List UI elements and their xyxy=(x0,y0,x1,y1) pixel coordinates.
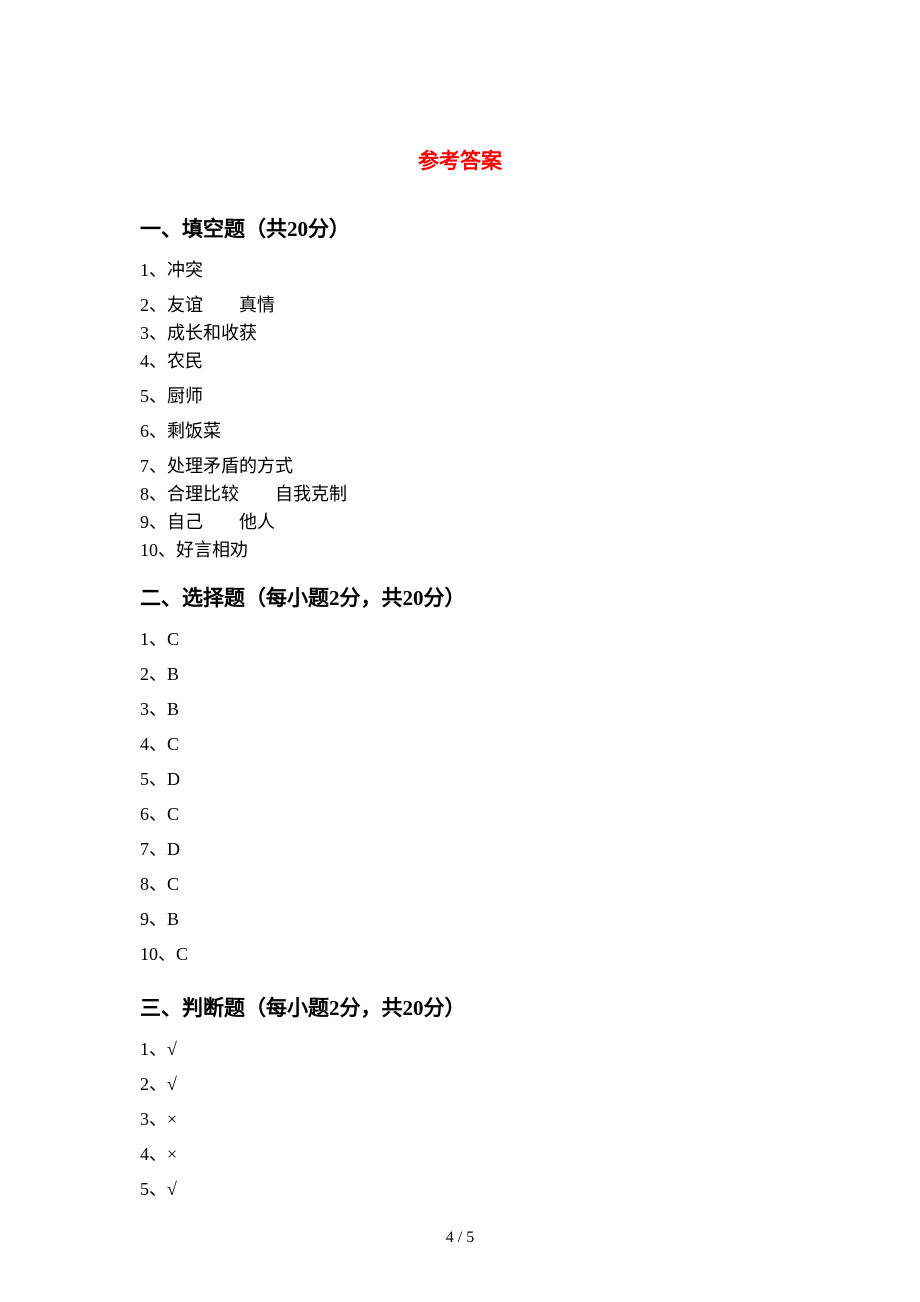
answer-item: 4、× xyxy=(140,1141,780,1168)
sections-container: 一、填空题（共20分） 1、冲突 2、友谊 真情3、成长和收获4、农民 5、厨师 6、剩… xyxy=(140,213,780,1203)
answer-item: 2、√ xyxy=(140,1071,780,1098)
answer-item: 1、冲突 xyxy=(140,257,780,284)
answer-item: 8、C xyxy=(140,871,780,898)
answer-item: 5、√ xyxy=(140,1176,780,1203)
section-heading: 三、判断题（每小题2分，共20分） xyxy=(140,992,780,1022)
answer-item: 1、√ xyxy=(140,1036,780,1063)
answer-item: 10、C xyxy=(140,941,780,968)
answer-item: 4、农民 xyxy=(140,348,780,375)
answer-item: 2、B xyxy=(140,661,780,688)
answer-item: 6、C xyxy=(140,801,780,828)
answer-item: 9、B xyxy=(140,906,780,933)
document-content: 参考答案 一、填空题（共20分） 1、冲突 2、友谊 真情3、成长和收获4、农民 5、… xyxy=(0,0,920,1203)
answer-item: 7、处理矛盾的方式 xyxy=(140,453,780,479)
answer-item: 3、成长和收获 xyxy=(140,320,780,346)
answer-item: 5、厨师 xyxy=(140,383,780,410)
section-heading: 一、填空题（共20分） xyxy=(140,213,780,243)
answer-item: 6、剩饭菜 xyxy=(140,418,780,445)
answer-item: 2、友谊 真情 xyxy=(140,292,780,318)
answer-item: 3、B xyxy=(140,696,780,723)
main-title: 参考答案 xyxy=(140,145,780,175)
answer-item: 10、好言相劝 xyxy=(140,537,780,563)
answer-item: 4、C xyxy=(140,731,780,758)
section-heading: 二、选择题（每小题2分，共20分） xyxy=(140,582,780,612)
answer-item: 9、自己 他人 xyxy=(140,509,780,535)
answer-item: 8、合理比较 自我克制 xyxy=(140,481,780,507)
answer-item: 1、C xyxy=(140,626,780,653)
page-number: 4 / 5 xyxy=(0,1229,920,1247)
answer-item: 7、D xyxy=(140,836,780,863)
answer-item: 5、D xyxy=(140,766,780,793)
answer-item: 3、× xyxy=(140,1106,780,1133)
